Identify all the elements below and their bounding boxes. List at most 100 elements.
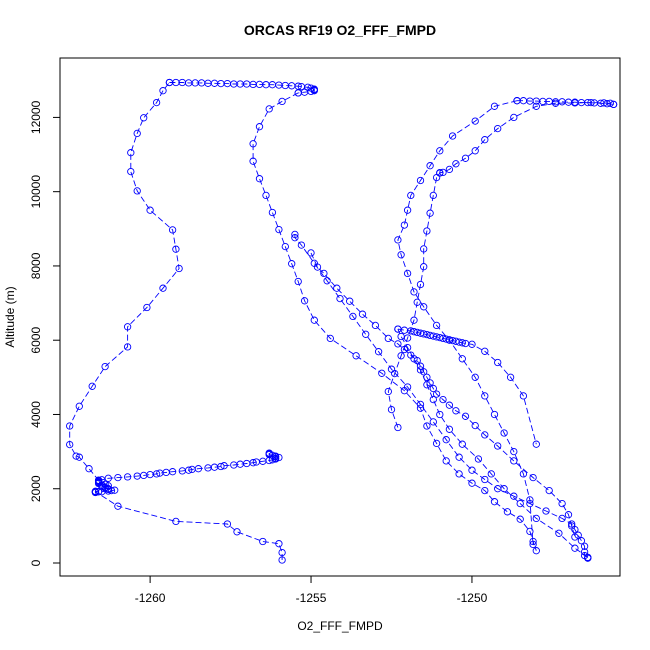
data-point <box>66 440 74 449</box>
data-point <box>297 241 306 249</box>
data-point <box>506 373 515 381</box>
data-point <box>391 369 399 378</box>
x-axis: -1260 -1255 -1250 <box>135 576 488 605</box>
series-line <box>294 234 589 559</box>
data-point <box>133 187 141 195</box>
series-line <box>94 453 283 560</box>
data-point <box>310 87 318 95</box>
data-point <box>168 468 177 476</box>
plot-area <box>66 78 618 564</box>
data-point <box>532 440 540 448</box>
series-line <box>310 252 576 538</box>
y-tick-label: 12000 <box>29 100 43 134</box>
data-point <box>265 105 273 113</box>
series-8 <box>394 325 540 448</box>
data-point <box>429 191 437 200</box>
series-4 <box>249 89 540 555</box>
data-point <box>294 89 302 97</box>
data-point <box>468 466 476 474</box>
data-point <box>584 553 592 562</box>
data-point <box>275 540 283 548</box>
data-point <box>349 312 357 321</box>
data-point <box>159 284 167 292</box>
data-point <box>94 488 103 496</box>
data-point <box>172 245 180 253</box>
data-point <box>262 191 270 200</box>
data-point <box>545 486 553 495</box>
data-point <box>394 340 402 348</box>
data-point <box>471 373 479 381</box>
data-point <box>384 387 392 396</box>
x-tick-label: -1260 <box>135 591 166 605</box>
data-point <box>436 147 444 155</box>
data-point <box>310 316 318 324</box>
data-point <box>471 421 479 430</box>
data-point <box>291 234 299 242</box>
data-point <box>481 136 489 144</box>
data-point <box>580 542 589 550</box>
data-point <box>336 294 344 303</box>
data-point <box>88 382 96 390</box>
data-point <box>249 157 257 165</box>
data-point <box>85 465 93 473</box>
series-3 <box>165 78 318 97</box>
data-point <box>432 439 441 448</box>
data-point <box>461 154 470 162</box>
data-point <box>445 425 454 433</box>
data-point <box>452 407 460 415</box>
data-point <box>445 165 454 174</box>
y-tick-label: 4000 <box>29 401 43 428</box>
data-point <box>481 486 489 495</box>
data-point <box>568 520 576 528</box>
data-point <box>123 473 132 481</box>
data-point <box>481 392 489 400</box>
data-point <box>159 87 167 95</box>
data-point <box>420 303 428 311</box>
data-point <box>516 515 524 523</box>
data-point <box>307 249 315 257</box>
data-point <box>494 442 502 450</box>
data-point <box>346 297 354 305</box>
data-point <box>555 529 563 537</box>
data-point <box>410 355 418 363</box>
data-point <box>500 485 508 493</box>
data-point <box>185 466 193 474</box>
data-point <box>468 340 476 348</box>
data-point <box>104 474 112 482</box>
y-tick-label: 10000 <box>29 175 43 209</box>
y-tick-label: 8000 <box>29 252 43 279</box>
data-point <box>481 475 489 484</box>
series-10 <box>513 97 618 109</box>
data-point <box>66 422 74 430</box>
series-line <box>387 102 614 428</box>
data-point <box>223 520 232 528</box>
data-point <box>288 260 296 268</box>
data-point <box>519 470 528 478</box>
data-point <box>510 492 518 500</box>
x-tick-label: -1250 <box>457 591 488 605</box>
series-7 <box>394 325 592 562</box>
data-point <box>313 263 322 271</box>
data-point <box>494 358 502 367</box>
y-axis: 0 2000 4000 6000 8000 10000 12000 <box>29 100 60 566</box>
data-point <box>281 242 289 251</box>
data-point <box>403 206 412 214</box>
data-point <box>268 208 277 217</box>
data-point <box>487 470 495 478</box>
data-point <box>140 114 148 122</box>
data-point <box>397 352 405 360</box>
data-point <box>255 175 264 183</box>
data-point <box>143 303 151 312</box>
series-11 <box>394 97 537 549</box>
data-point <box>403 269 412 278</box>
data-point <box>72 452 80 460</box>
data-point <box>278 556 286 564</box>
data-point <box>265 449 273 457</box>
series-9 <box>384 98 618 432</box>
data-point <box>275 225 283 234</box>
y-tick-label: 6000 <box>29 327 43 354</box>
data-point <box>516 499 524 508</box>
data-point <box>513 97 521 105</box>
data-point <box>461 412 470 420</box>
data-point <box>458 339 466 347</box>
